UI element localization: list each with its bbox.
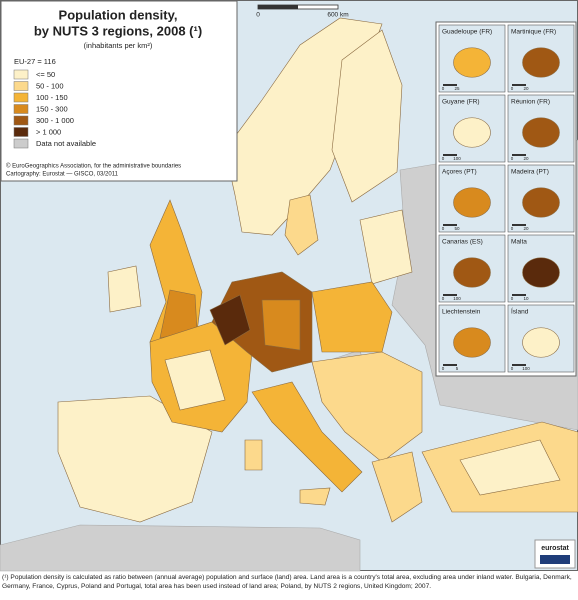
inset-scale-label: 5 (456, 366, 459, 371)
legend-swatch (13, 69, 29, 80)
inset-scale-bar (512, 154, 526, 156)
scale-label: 0 (256, 12, 260, 19)
inset-name: Malta (511, 239, 527, 246)
credit: © EuroGeographics Association, for the a… (6, 163, 181, 170)
logo: eurostat (534, 539, 576, 569)
logo-mark (540, 555, 570, 564)
inset-scale-label: 20 (523, 86, 529, 91)
subtitle: (inhabitants per km²) (84, 41, 153, 50)
inset-region (522, 47, 560, 78)
inset-name: Guyane (FR) (442, 99, 480, 106)
inset-scale-label: 0 (442, 366, 445, 371)
inset-region (453, 187, 491, 218)
legend-swatch (13, 115, 29, 126)
inset-region (453, 327, 491, 358)
inset-scale-bar (512, 364, 526, 366)
inset-region (522, 257, 560, 288)
inset-scale-bar (443, 84, 457, 86)
legend-label: Data not available (36, 139, 96, 148)
inset-name: Réunion (FR) (511, 99, 550, 106)
inset-scale-label: 0 (442, 226, 445, 231)
title: Population density, (59, 7, 178, 22)
inset-scale-label: 50 (454, 226, 460, 231)
eu-regions (57, 17, 578, 523)
legend-box: Population density, by NUTS 3 regions, 2… (0, 0, 238, 182)
legend-label: 50 - 100 (36, 81, 64, 90)
inset-scale-label: 0 (511, 226, 514, 231)
legend-label: > 1 000 (36, 127, 61, 136)
inset-name: Açores (PT) (442, 169, 477, 176)
legend-frame (0, 0, 238, 182)
logo-text: eurostat (541, 545, 569, 552)
inset-scale-label: 0 (511, 366, 514, 371)
legend-label: 150 - 300 (36, 104, 68, 113)
inset-name: Madeira (PT) (511, 169, 549, 176)
inset-scale-bar (443, 294, 457, 296)
inset-scale-label: 0 (442, 86, 445, 91)
title: by NUTS 3 regions, 2008 (¹) (34, 23, 202, 38)
legend-label: 100 - 150 (36, 93, 68, 102)
legend-swatch (13, 138, 29, 149)
inset-name: Canarias (ES) (442, 239, 483, 246)
inset-scale-label: 0 (442, 296, 445, 301)
inset-region (522, 187, 560, 218)
scale-label: 600 km (327, 12, 348, 19)
legend-swatch (13, 127, 29, 137)
inset-region (453, 117, 491, 148)
legend-swatch (13, 104, 29, 114)
inset-scale-bar (443, 154, 457, 156)
inset-scale-bar (512, 84, 526, 86)
inset-scale-bar (443, 224, 457, 226)
inset-scale-bar (512, 294, 526, 296)
inset-region (453, 47, 491, 78)
inset-scale-label: 20 (523, 156, 529, 161)
inset-scale-label: 10 (523, 296, 529, 301)
legend-label: <= 50 (36, 70, 55, 79)
legend-label: 300 - 1 000 (36, 116, 74, 125)
insets: Guadeloupe (FR) 0 25 Martinique (FR) 0 20 Guya… (435, 21, 577, 377)
legend-swatch (13, 81, 29, 91)
inset-scale-label: 0 (511, 156, 514, 161)
inset-scale-label: 0 (511, 296, 514, 301)
inset-scale-label: 0 (511, 86, 514, 91)
credit: Cartography: Eurostat — GISCO, 03/2011 (6, 172, 119, 178)
footnote: (¹) Population density is calculated as … (2, 574, 572, 590)
inset-region (522, 327, 560, 358)
scale-bar-bar (258, 5, 298, 9)
inset-scale-label: 100 (453, 156, 461, 161)
inset-scale-label: 20 (523, 226, 529, 231)
inset-scale-label: 25 (454, 86, 460, 91)
legend-header: EU-27 = 116 (14, 57, 56, 66)
inset-name: Guadeloupe (FR) (442, 29, 492, 36)
inset-scale-bar (512, 224, 526, 226)
inset-scale-label: 100 (522, 366, 530, 371)
scale-bar: 0 600 km (256, 4, 349, 19)
inset-scale-bar (443, 364, 457, 366)
inset-scale-label: 0 (442, 156, 445, 161)
inset-region (453, 257, 491, 288)
inset-name: Ísland (511, 307, 529, 316)
inset-scale-label: 100 (453, 296, 461, 301)
inset-name: Martinique (FR) (511, 29, 556, 36)
legend-swatch (13, 92, 29, 103)
map: Population density, by NUTS 3 regions, 2… (0, 0, 578, 572)
inset-name: Liechtenstein (442, 309, 481, 316)
inset-region (522, 117, 560, 148)
